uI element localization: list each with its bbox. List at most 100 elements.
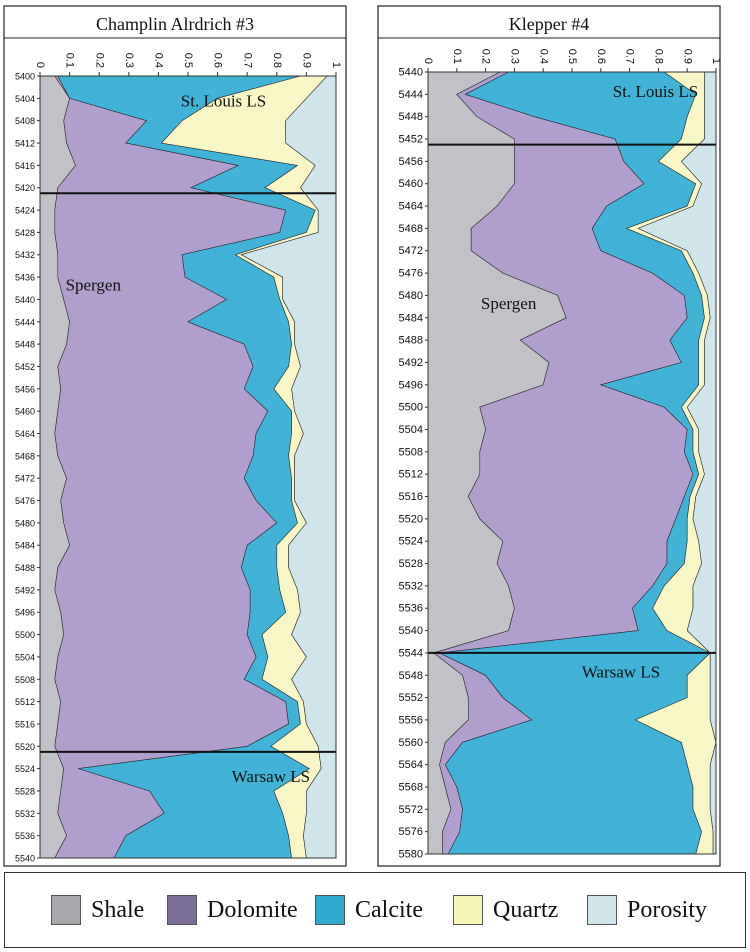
depth-tick-label: 5492: [399, 357, 423, 369]
depth-tick-label: 5516: [399, 491, 423, 503]
x-tick-label: 0.8: [271, 53, 283, 68]
formation-label: St. Louis LS: [181, 91, 267, 110]
depth-tick-label: 5572: [399, 804, 423, 816]
area-layers: [427, 71, 717, 855]
depth-tick-label: 5448: [15, 340, 35, 350]
depth-tick-label: 5564: [399, 759, 423, 771]
x-tick-label: 0.8: [652, 49, 664, 64]
x-tick-label: 1: [710, 58, 722, 64]
depth-tick-label: 5440: [399, 67, 423, 79]
legend-item-quartz: Quartz: [453, 893, 558, 927]
depth-tick-label: 5500: [399, 402, 423, 414]
legend: Shale Dolomite Calcite Quartz Porosity: [4, 872, 746, 948]
legend-item-porosity: Porosity: [587, 893, 707, 927]
depth-tick-label: 5508: [15, 675, 35, 685]
chart-title: Champlin Alrdrich #3: [96, 14, 254, 34]
depth-tick-label: 5432: [15, 250, 35, 260]
depth-tick-label: 5536: [399, 603, 423, 615]
x-tick-label: 0.1: [64, 53, 76, 68]
legend-swatch: [167, 895, 197, 925]
depth-tick-label: 5400: [15, 72, 35, 82]
depth-tick-label: 5560: [399, 737, 423, 749]
depth-tick-label: 5480: [15, 518, 35, 528]
depth-tick-label: 5544: [399, 647, 423, 659]
formation-label: Warsaw LS: [582, 663, 660, 682]
formation-labels: St. Louis LS Spergen Warsaw LS: [481, 82, 698, 682]
legend-item-dolomite: Dolomite: [167, 893, 298, 927]
x-tick-label: 0: [34, 62, 46, 68]
x-tick-label: 0.2: [480, 49, 492, 64]
depth-tick-label: 5536: [15, 831, 35, 841]
depth-tick-label: 5524: [399, 536, 423, 548]
depth-tick-label: 5552: [399, 692, 423, 704]
x-tick-label: 0.7: [241, 53, 253, 68]
depth-tick-label: 5516: [15, 719, 35, 729]
depth-tick-label: 5520: [15, 742, 35, 752]
depth-tick-label: 5416: [15, 161, 35, 171]
x-tick-label: 0.3: [123, 53, 135, 68]
depth-tick-label: 5548: [399, 670, 423, 682]
depth-tick-label: 5456: [15, 384, 35, 394]
depth-tick-label: 5504: [399, 424, 423, 436]
depth-tick-label: 5460: [15, 407, 35, 417]
depth-tick-label: 5476: [15, 496, 35, 506]
x-axis-ticks: 0 0.1 0.2 0.3 0.4 0.5 0.6 0.7 0.8 0.9 1: [34, 53, 342, 76]
x-tick-label: 0: [422, 58, 434, 64]
legend-swatch: [587, 895, 617, 925]
x-tick-label: 0.9: [681, 49, 693, 64]
legend-swatch: [315, 895, 345, 925]
depth-tick-label: 5488: [399, 335, 423, 347]
formation-labels: St. Louis LS Spergen Warsaw LS: [66, 91, 311, 786]
depth-tick-label: 5520: [399, 513, 423, 525]
depth-tick-label: 5476: [399, 268, 423, 280]
legend-label: Porosity: [627, 896, 708, 923]
depth-tick-label: 5532: [399, 580, 423, 592]
formation-label: Warsaw LS: [232, 767, 310, 786]
formation-label: Spergen: [481, 294, 537, 313]
depth-tick-label: 5492: [15, 585, 35, 595]
x-axis-ticks: 0 0.1 0.2 0.3 0.4 0.5 0.6 0.7 0.8 0.9 1: [422, 49, 722, 72]
x-tick-label: 0.6: [595, 49, 607, 64]
depth-tick-label: 5508: [399, 446, 423, 458]
panel-frame: [377, 5, 721, 867]
chart-title: Klepper #4: [509, 14, 589, 34]
depth-tick-label: 5452: [15, 362, 35, 372]
depth-tick-label: 5576: [399, 826, 423, 838]
depth-tick-label: 5452: [399, 134, 423, 146]
depth-tick-label: 5496: [399, 379, 423, 391]
legend-label: Quartz: [493, 896, 559, 923]
depth-tick-label: 5444: [15, 317, 35, 327]
formation-label: Spergen: [66, 276, 122, 295]
depth-tick-label: 5540: [15, 854, 35, 864]
depth-tick-label: 5468: [399, 223, 423, 235]
depth-tick-label: 5444: [399, 89, 423, 101]
depth-tick-label: 5512: [399, 469, 423, 481]
x-tick-label: 0.1: [451, 49, 463, 64]
depth-tick-label: 5540: [399, 625, 423, 637]
depth-tick-label: 5456: [399, 156, 423, 168]
depth-tick-label: 5480: [399, 290, 423, 302]
depth-tick-label: 5428: [15, 228, 35, 238]
x-tick-label: 0.2: [93, 53, 105, 68]
x-tick-label: 0.6: [212, 53, 224, 68]
depth-tick-label: 5500: [15, 630, 35, 640]
depth-tick-label: 5404: [15, 94, 35, 104]
x-tick-label: 0.7: [624, 49, 636, 64]
depth-tick-label: 5496: [15, 608, 35, 618]
x-tick-label: 0.4: [152, 53, 164, 68]
legend-label: Calcite: [355, 896, 423, 923]
depth-tick-label: 5556: [399, 714, 423, 726]
depth-tick-label: 5464: [15, 429, 35, 439]
depth-tick-label: 5568: [399, 781, 423, 793]
depth-tick-label: 5528: [15, 786, 35, 796]
depth-tick-label: 5464: [399, 201, 423, 213]
depth-tick-label: 5532: [15, 809, 35, 819]
depth-tick-label: 5468: [15, 451, 35, 461]
x-tick-label: 0.5: [566, 49, 578, 64]
panel-frame: [3, 5, 347, 867]
area-layers: [39, 75, 337, 859]
x-tick-label: 0.3: [508, 49, 520, 64]
legend-label: Dolomite: [207, 896, 298, 923]
